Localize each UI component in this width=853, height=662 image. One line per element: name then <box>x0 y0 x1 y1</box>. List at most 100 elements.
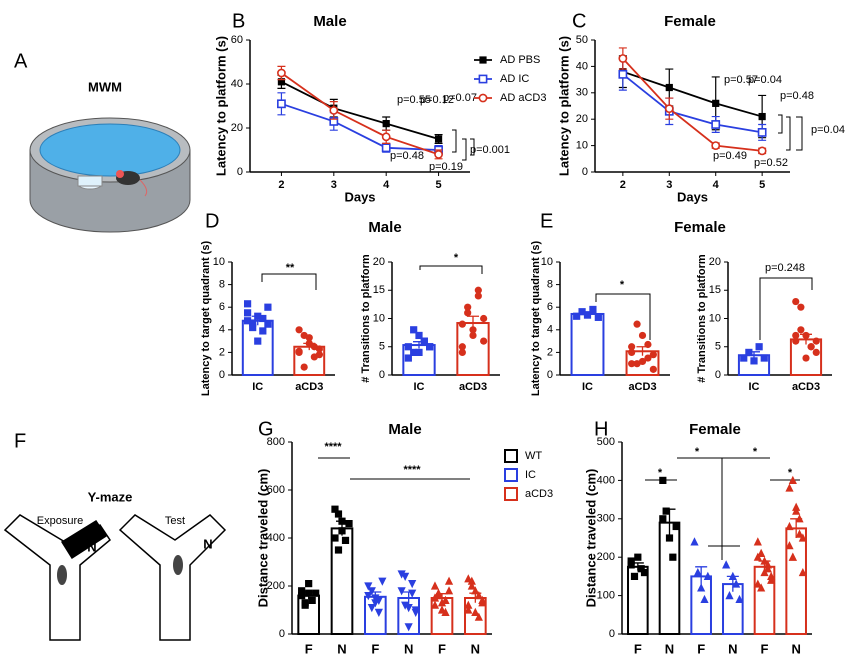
series-line <box>280 72 439 156</box>
annotation: p=0.001 <box>470 144 510 156</box>
panel-label: A <box>14 50 28 72</box>
marker <box>331 505 339 513</box>
marker <box>374 608 383 617</box>
marker <box>295 326 303 334</box>
marker <box>434 588 443 597</box>
marker <box>788 475 797 484</box>
annotation: p=0.12 <box>420 94 454 106</box>
bar <box>330 527 354 636</box>
marker <box>795 529 804 538</box>
x-tick-label: 2 <box>620 179 626 191</box>
error-bar <box>467 315 479 330</box>
y-tick-label: 10 <box>541 256 553 268</box>
marker <box>474 591 483 600</box>
y-tick-label: 0 <box>237 166 243 178</box>
marker <box>767 575 776 584</box>
x-tick-label: aCD3 <box>459 381 487 393</box>
chart-title: Female <box>674 219 726 236</box>
marker <box>329 106 339 115</box>
marker <box>634 553 642 561</box>
marker <box>589 305 597 314</box>
y-tick-label: 50 <box>576 34 588 46</box>
marker <box>441 607 450 616</box>
annotation: p=0.48 <box>780 90 814 102</box>
marker <box>345 520 353 528</box>
marker <box>753 552 762 561</box>
marker <box>732 579 741 588</box>
marker <box>757 548 766 557</box>
marker <box>735 594 744 604</box>
marker <box>478 74 488 84</box>
bar <box>570 312 605 377</box>
marker <box>249 323 257 332</box>
marker <box>277 68 286 78</box>
panel-label: D <box>205 210 219 232</box>
x-tick-label: IC <box>582 381 593 393</box>
y-tick-label: 4 <box>219 324 225 336</box>
marker <box>700 594 709 604</box>
marker <box>298 592 306 600</box>
marker <box>755 343 763 351</box>
y-tick-label: 6 <box>219 301 225 313</box>
marker <box>757 128 767 137</box>
marker <box>467 581 476 590</box>
marker <box>758 112 766 121</box>
y-tick-label: 8 <box>547 279 553 291</box>
marker <box>812 348 820 356</box>
error-bar <box>663 508 676 537</box>
x-tick-label: IC <box>414 381 425 393</box>
bracket <box>786 116 791 151</box>
marker <box>305 334 313 342</box>
marker <box>792 506 801 515</box>
error-bar <box>369 591 382 602</box>
marker <box>364 582 373 591</box>
x-tick-label: 5 <box>759 179 765 191</box>
annotation: ** <box>286 262 295 274</box>
legend-label: AD PBS <box>500 54 540 66</box>
marker <box>753 537 762 546</box>
y-tick-label: 0 <box>379 369 385 381</box>
marker <box>430 581 440 590</box>
x-tick-label: N <box>337 641 346 656</box>
bracket <box>595 293 651 340</box>
error-bar <box>631 562 644 571</box>
marker <box>471 586 480 595</box>
y-tick-label: 400 <box>267 532 285 544</box>
x-tick-label: IC <box>252 381 263 393</box>
y-tick-label: 20 <box>576 113 588 125</box>
y-tick-label: 500 <box>597 436 615 448</box>
marker <box>479 56 487 64</box>
marker <box>618 69 628 79</box>
legend-label: WT <box>525 450 542 462</box>
error-bar <box>413 341 425 349</box>
annotation: * <box>658 467 663 479</box>
marker <box>690 537 699 546</box>
marker <box>378 577 387 586</box>
legend-label: AD aCD3 <box>500 92 546 104</box>
bracket <box>796 116 803 151</box>
x-tick-label: F <box>761 641 769 656</box>
marker <box>458 320 466 328</box>
series-line <box>281 102 439 151</box>
marker <box>474 292 482 300</box>
annotation: p=0.248 <box>765 262 805 274</box>
annotation: p=0.04 <box>811 124 845 136</box>
marker <box>478 595 487 604</box>
chart-title: Male <box>313 13 346 30</box>
illustration-title: MWM <box>88 79 122 94</box>
series-line <box>622 70 763 118</box>
y-tick-label: 300 <box>597 513 615 525</box>
annotation: p=0.04 <box>748 74 782 86</box>
ymaze-illustration <box>3 514 227 641</box>
marker <box>628 348 636 356</box>
marker <box>627 561 635 569</box>
marker <box>243 300 252 308</box>
error-bar <box>748 351 760 359</box>
marker <box>697 583 706 592</box>
marker <box>415 331 423 340</box>
marker <box>381 132 391 142</box>
y-axis-label: # Transitions to platform <box>360 254 372 383</box>
marker <box>381 143 391 153</box>
y-tick-label: 2 <box>547 346 553 358</box>
